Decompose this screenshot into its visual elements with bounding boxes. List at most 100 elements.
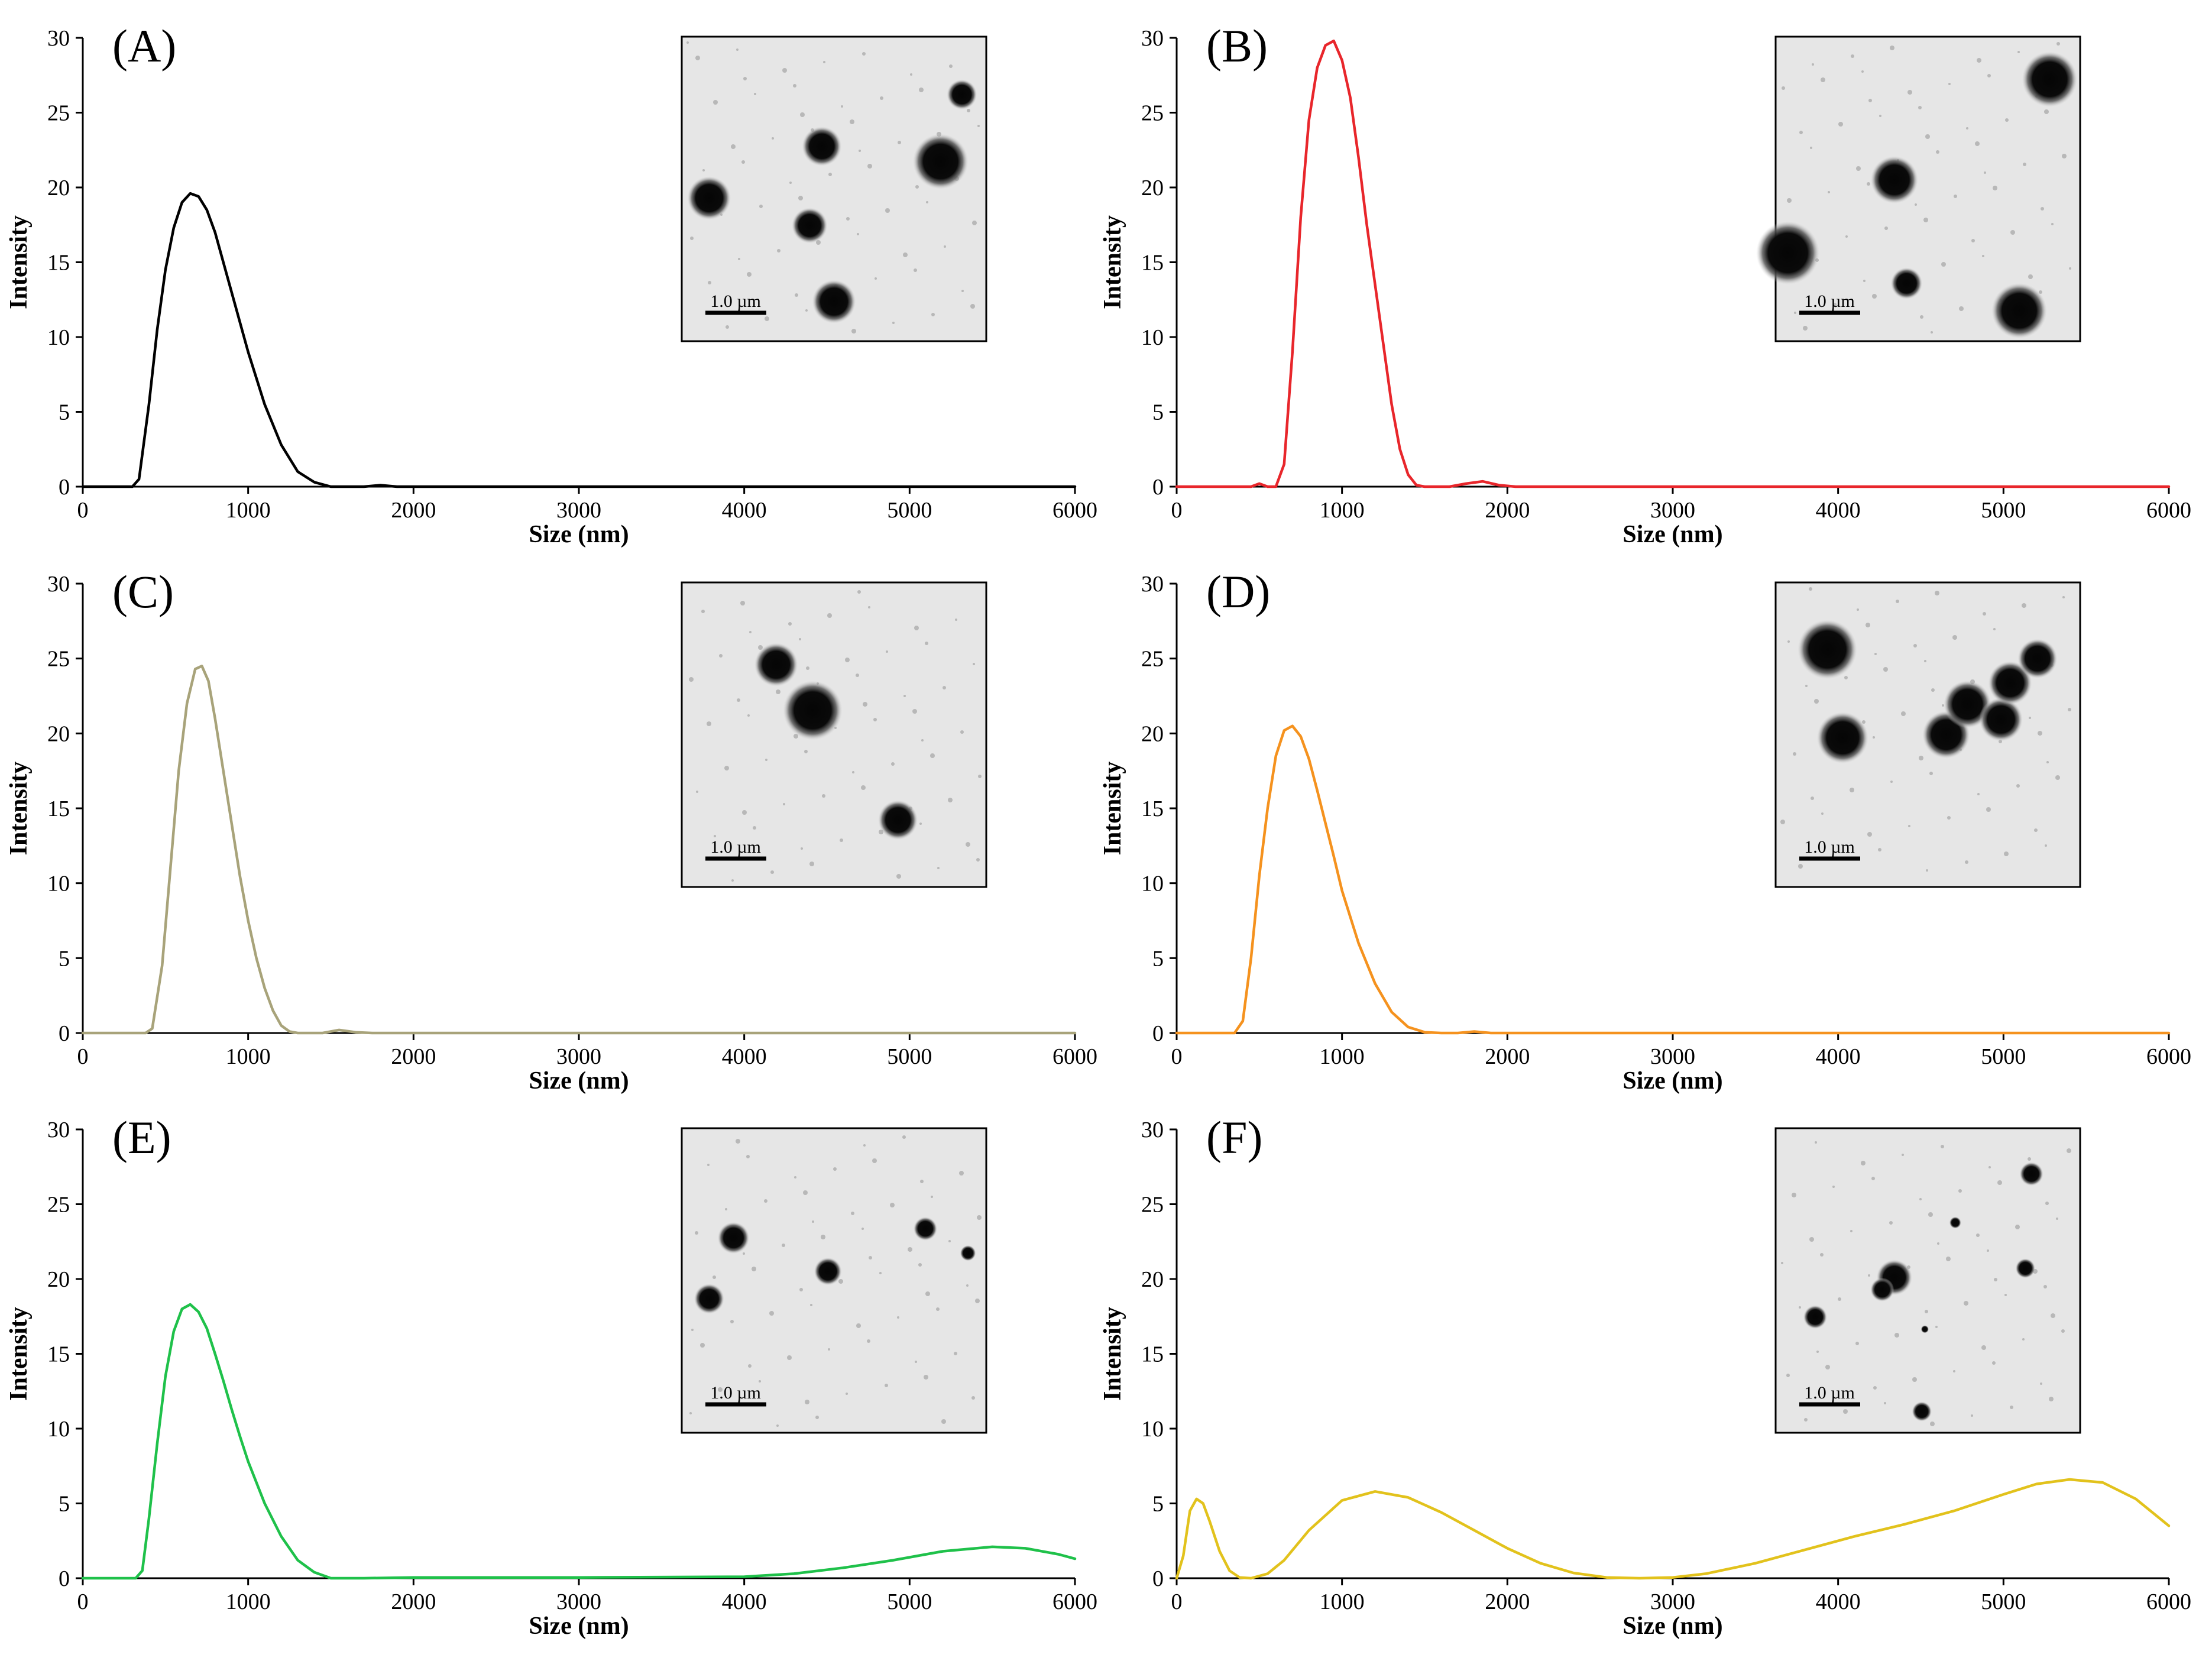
y-axis-title: Intensity xyxy=(1099,215,1126,309)
series-line-F xyxy=(1175,1478,2171,1580)
tem-speck xyxy=(1884,1402,1886,1404)
tem-particle xyxy=(2015,1258,2036,1278)
tem-speck xyxy=(921,739,924,742)
tem-speck xyxy=(1948,83,1951,85)
series-line-D xyxy=(1175,724,2171,1035)
x-axis-title: Size (nm) xyxy=(529,521,629,548)
tem-speck xyxy=(1874,653,1877,655)
y-tick-label: 0 xyxy=(1152,1021,1164,1046)
tem-speck xyxy=(1937,1242,1939,1245)
tem-speck xyxy=(1966,127,1968,129)
x-tick-label: 5000 xyxy=(887,498,932,523)
y-tick-label: 10 xyxy=(1141,872,1164,896)
tem-speck xyxy=(769,1311,774,1316)
tem-speck xyxy=(691,1329,694,1331)
y-axis-title: Intensity xyxy=(5,215,33,309)
x-tick-label: 2000 xyxy=(391,1044,436,1069)
tem-speck xyxy=(2022,603,2026,608)
tem-speck xyxy=(2055,775,2060,780)
scale-bar-label: 1.0 µm xyxy=(1804,837,1855,857)
tem-speck xyxy=(902,1135,906,1139)
y-tick-label: 0 xyxy=(1152,475,1164,500)
tem-speck xyxy=(1866,623,1870,627)
panel-label: (C) xyxy=(112,566,174,617)
scale-bar-label: 1.0 µm xyxy=(710,1383,761,1403)
tem-speck xyxy=(1833,303,1837,306)
tem-speck xyxy=(1845,235,1848,238)
tem-speck xyxy=(747,714,750,717)
tem-speck xyxy=(742,810,747,815)
tem-speck xyxy=(1923,218,1928,222)
scale-bar-label: 1.0 µm xyxy=(710,292,761,311)
tem-speck xyxy=(851,329,856,334)
tem-speck xyxy=(743,1252,745,1255)
y-tick-label: 15 xyxy=(1141,796,1164,821)
x-tick-label: 5000 xyxy=(887,1589,932,1614)
tem-speck xyxy=(931,1196,933,1198)
y-tick-label: 25 xyxy=(47,101,70,126)
tem-speck xyxy=(1787,640,1790,643)
y-tick-label: 20 xyxy=(1141,176,1164,200)
x-tick-label: 4000 xyxy=(722,1589,767,1614)
x-tick-label: 0 xyxy=(1171,498,1183,523)
tem-speck xyxy=(2022,1338,2025,1341)
tem-speck xyxy=(805,1400,809,1404)
y-tick-label: 20 xyxy=(47,176,70,200)
x-tick-label: 6000 xyxy=(2146,1044,2191,1069)
tem-speck xyxy=(809,862,814,866)
y-tick-label: 30 xyxy=(47,26,70,51)
tem-speck xyxy=(724,766,729,770)
panel-a: 0 5 10 15 20 25 30 0 1000 2000 3000 4000 5000 6000 Siz… xyxy=(5,20,1097,548)
tem-speck xyxy=(903,252,908,257)
tem-speck xyxy=(741,160,745,164)
tem-particle xyxy=(960,1245,976,1261)
x-axis-title: Size (nm) xyxy=(529,1613,629,1640)
x-tick-label: 2000 xyxy=(1485,498,1530,523)
tem-speck xyxy=(885,208,890,213)
tem-speck xyxy=(1965,860,1968,864)
y-tick-label: 10 xyxy=(47,1417,70,1442)
tem-speck xyxy=(1890,781,1893,783)
tem-speck xyxy=(764,1199,767,1203)
tem-speck xyxy=(859,150,861,152)
tem-speck xyxy=(765,316,769,321)
tem-speck xyxy=(879,1272,882,1274)
tem-speck xyxy=(1915,203,1917,206)
tem-speck xyxy=(886,650,888,653)
tem-speck xyxy=(696,791,698,793)
tem-speck xyxy=(1786,1374,1790,1377)
y-tick-label: 10 xyxy=(1141,1417,1164,1442)
tem-speck xyxy=(971,1396,975,1400)
y-tick-label: 25 xyxy=(47,647,70,672)
tem-speck xyxy=(823,61,825,63)
tem-speck xyxy=(1803,326,1808,331)
y-tick-label: 30 xyxy=(47,1118,70,1142)
x-tick-label: 6000 xyxy=(1052,1589,1097,1614)
tem-speck xyxy=(1954,195,1957,198)
x-tick-label: 5000 xyxy=(1981,1589,2026,1614)
tem-speck xyxy=(1988,1166,1991,1168)
y-tick-label: 0 xyxy=(59,1566,70,1591)
tem-speck xyxy=(805,309,808,312)
tem-speck xyxy=(1919,1198,1922,1200)
y-tick-label: 15 xyxy=(47,251,70,276)
tem-speck xyxy=(863,1144,866,1147)
tem-speck xyxy=(777,249,780,252)
tem-speck xyxy=(1821,77,1825,82)
tem-speck xyxy=(1941,1145,1944,1148)
x-tick-label: 3000 xyxy=(556,1044,601,1069)
tem-speck xyxy=(1856,166,1861,171)
tem-speck xyxy=(1894,1333,1899,1338)
tem-speck xyxy=(695,1231,698,1235)
y-axis-title: Intensity xyxy=(5,1307,33,1401)
tem-speck xyxy=(2015,1225,2020,1229)
panel-c: 0 5 10 15 20 25 30 0 1000 2000 3000 4000 5000 6000 Siz… xyxy=(5,566,1097,1095)
tem-particle xyxy=(2019,1162,2043,1186)
tem-speck xyxy=(892,322,895,324)
tem-speck xyxy=(828,173,832,176)
tem-speck xyxy=(1867,182,1870,186)
panel-label: (A) xyxy=(112,20,176,72)
tem-speck xyxy=(896,874,901,879)
tem-speck xyxy=(686,41,689,44)
tem-particle xyxy=(812,280,856,323)
